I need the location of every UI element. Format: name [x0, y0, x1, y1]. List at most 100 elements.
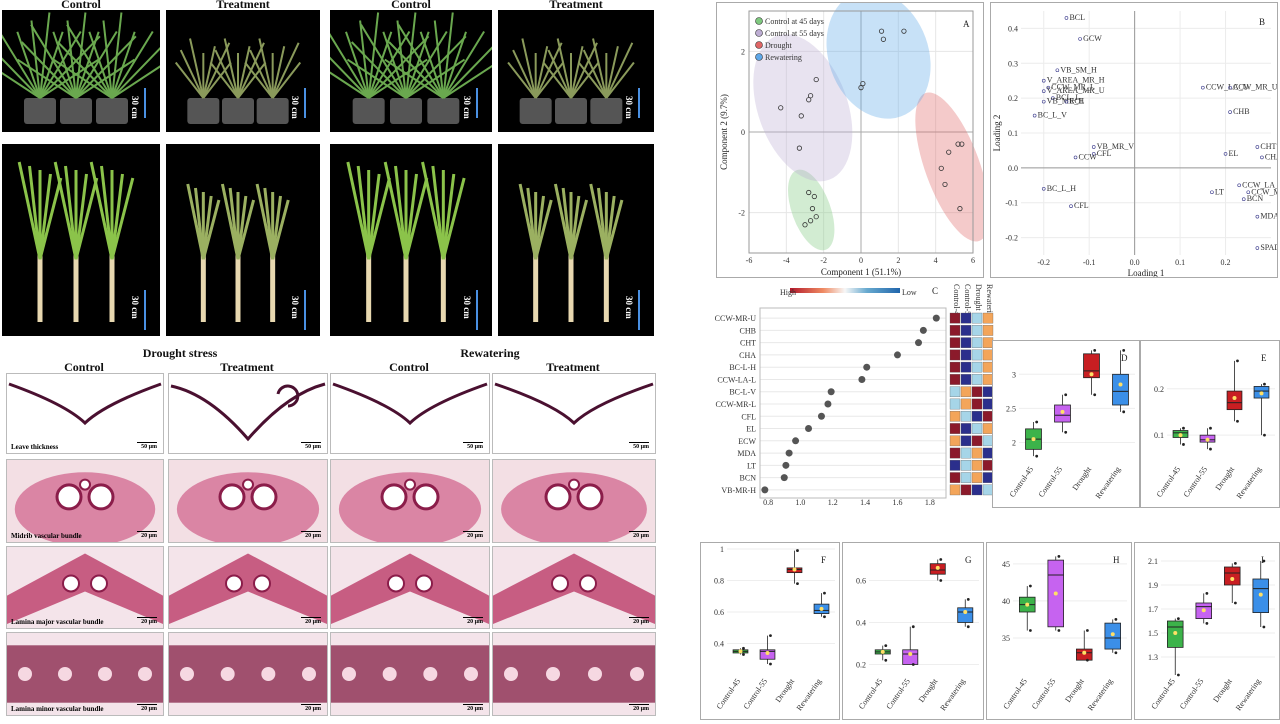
loading-label: BC_L_H: [1047, 184, 1077, 193]
box: [1224, 566, 1241, 586]
micrograph-drawing: [338, 472, 482, 542]
data-point: [1122, 349, 1126, 352]
y-tick-label: 1.3: [1148, 653, 1158, 662]
mean-marker: [765, 650, 770, 655]
panel-label: D: [1121, 353, 1128, 363]
micrograph-drawing: [170, 382, 326, 442]
vessel: [62, 574, 80, 593]
leaf-shape: [271, 61, 302, 99]
micrograph-drawing: [493, 553, 655, 624]
heatmap-cell: [960, 361, 972, 373]
x-tick-label: Control-55: [1178, 677, 1206, 711]
x-tick-label: Rewatering: [795, 677, 824, 712]
data-point: [813, 76, 819, 83]
micrograph-drawing: [493, 645, 655, 703]
y-tick-label: 1.9: [1148, 581, 1158, 590]
plant-photo: 30 cm: [2, 144, 160, 336]
loading-point: [1210, 190, 1214, 195]
leaf-shape: [2, 71, 41, 99]
data-point: [1122, 410, 1126, 414]
data-point: [796, 582, 799, 586]
leaf-shape: [384, 58, 444, 99]
data-point: [806, 189, 812, 196]
plant-drawing: [186, 183, 290, 322]
loading-label: V_AREA_MR_H: [1047, 76, 1105, 85]
confidence-ellipse: [915, 92, 990, 242]
panel-d: 2 2.5 3 Control-45 Control-55 Drought Rewateri…: [992, 340, 1140, 508]
leaf-shape: [223, 38, 239, 99]
loading-label: VB_MR_H: [1047, 97, 1085, 106]
vessel: [380, 483, 408, 511]
legend-swatch: [755, 29, 763, 37]
loading-point: [1260, 155, 1264, 160]
leaf-shape: [367, 173, 381, 260]
micro-scale-bar: [463, 617, 483, 618]
tissue: [493, 645, 655, 703]
heatmap-column-header: Drought: [974, 284, 983, 311]
data-point: [884, 658, 888, 662]
data-point: [1028, 629, 1032, 632]
plant-drawing: [507, 38, 635, 124]
y-tick-label: 1.7: [1148, 605, 1158, 614]
x-tick-label: Control-55: [1037, 465, 1065, 499]
legend-swatch: [755, 41, 763, 49]
micro-scale-bar: [301, 617, 321, 618]
plant-photo: 30 cm: [166, 144, 320, 336]
y-axis-label: Loading 2: [992, 115, 1002, 152]
mean-marker: [908, 652, 913, 656]
micro-column-header: Control: [389, 360, 429, 374]
data-point: [1035, 420, 1039, 424]
panel-label: B: [1259, 17, 1265, 27]
x-tick-label: Control-45: [1155, 465, 1183, 499]
heatmap-cell: [982, 312, 994, 324]
loading-label: CHB: [1233, 107, 1249, 116]
x-tick-label: Control-45: [1001, 677, 1029, 711]
leaf-shape: [74, 173, 88, 260]
scale-bar: [638, 290, 640, 330]
photo-column-header: Treatment: [549, 0, 603, 11]
photo-column-header: Control: [391, 0, 431, 11]
heatmap-cell: [949, 435, 961, 447]
pot-shape: [187, 98, 220, 124]
heatmap-cell: [949, 361, 961, 373]
leaf-shape: [442, 30, 485, 99]
data-point: [813, 214, 819, 220]
mean-marker: [819, 606, 824, 611]
micro-scale-bar: [463, 442, 483, 443]
vessel: [576, 483, 604, 511]
loading-point: [1201, 85, 1205, 90]
plant-photo: 30 cm: [330, 144, 492, 336]
data-point: [911, 625, 915, 629]
data-point: [878, 28, 885, 34]
leaf-shape: [441, 177, 466, 260]
leaf-shape: [237, 61, 267, 99]
scale-bar-label: 30 cm: [290, 296, 300, 319]
heatmap-cell: [971, 386, 983, 398]
legend-label: Control at 55 days: [765, 29, 824, 38]
leaf-shape: [16, 58, 77, 99]
data-point: [823, 591, 826, 595]
panel-label: G: [965, 555, 972, 565]
heatmap-cell: [971, 337, 983, 348]
data-point: [806, 97, 812, 103]
mean-marker: [1089, 372, 1094, 377]
mean-marker: [1060, 409, 1065, 414]
leaf-shape: [396, 20, 407, 99]
leaf-shape: [582, 49, 608, 99]
panel-label: I: [1261, 555, 1264, 565]
micrograph-drawing: [331, 553, 489, 624]
legend-swatch: [755, 53, 763, 61]
vip-point: [785, 449, 793, 457]
y-tick-label: 0.6: [856, 577, 866, 586]
micrograph: 20 μm: [168, 546, 328, 629]
variable-label: CCW-LA-L: [717, 375, 756, 384]
loading-point: [1237, 183, 1241, 188]
mean-marker: [1232, 396, 1237, 401]
tissue: [331, 553, 489, 624]
panel-g: 0.2 0.4 0.6 Control-45 Control-55 Drought Rewa…: [842, 542, 984, 720]
vip-point: [827, 388, 835, 396]
leaf-shape: [75, 35, 137, 99]
panel-c: High Low C Control-45 Control-55 Drought Rewat…: [700, 282, 1000, 517]
cell: [138, 667, 152, 681]
mean-marker: [880, 649, 885, 654]
